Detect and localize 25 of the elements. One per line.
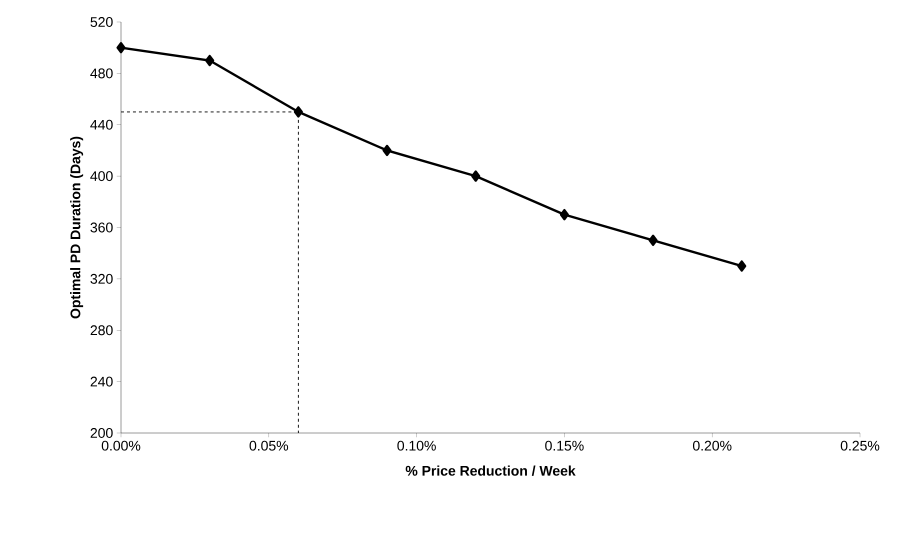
point bbox=[560, 208, 569, 220]
y-tick-label: 280 bbox=[90, 325, 113, 336]
x-tick-label: 0.15% bbox=[545, 440, 584, 451]
x-tick-label: 0.25% bbox=[840, 440, 880, 451]
x-tick-label: 0.05% bbox=[250, 440, 288, 451]
point bbox=[294, 106, 303, 118]
x-tick-label: 0.00% bbox=[102, 440, 140, 451]
y-tick-label: 480 bbox=[90, 68, 113, 78]
y-tick-label: 360 bbox=[90, 222, 113, 232]
x-tick-label: 0.20% bbox=[692, 440, 732, 451]
y-tick-label: 200 bbox=[90, 428, 113, 438]
y-tick-label: 440 bbox=[90, 120, 113, 130]
point bbox=[471, 170, 480, 182]
y-tick-label: 520 bbox=[90, 17, 113, 27]
point bbox=[382, 144, 392, 156]
point bbox=[116, 42, 126, 54]
x-axis-title: % Price Reduction / Week bbox=[406, 465, 576, 476]
point bbox=[205, 54, 214, 66]
y-tick-label: 320 bbox=[90, 274, 113, 284]
point bbox=[737, 260, 746, 272]
y-tick-label: 240 bbox=[90, 376, 113, 387]
x-tick-label: 0.10% bbox=[397, 440, 436, 451]
point bbox=[648, 234, 658, 246]
y-axis-title: Optimal PD Duration (Days) bbox=[70, 136, 84, 318]
y-tick-label: 400 bbox=[90, 171, 113, 182]
